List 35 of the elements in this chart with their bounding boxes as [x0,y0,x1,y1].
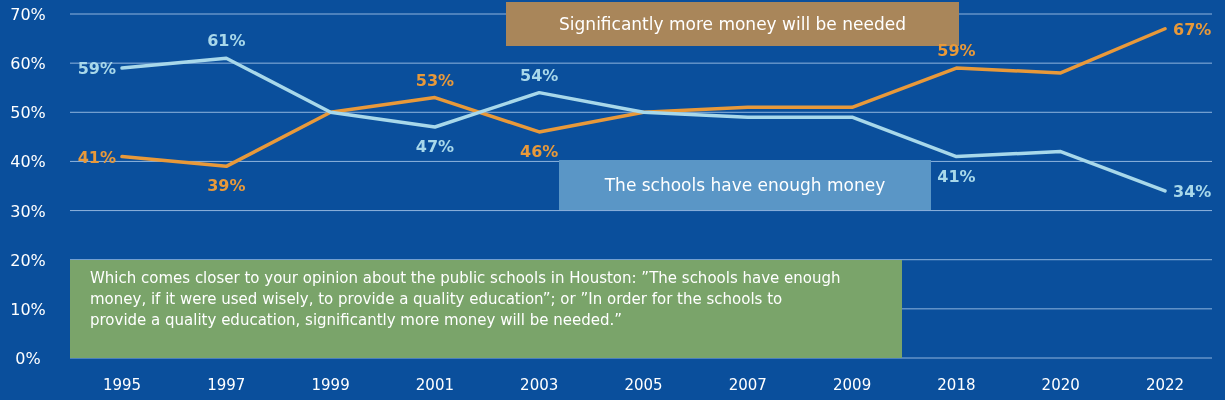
y-tick-label: 10% [10,299,46,319]
data-label: 41% [937,166,976,186]
y-tick-label: 40% [10,152,46,172]
data-label: 67% [1173,19,1212,39]
y-tick-label: 30% [10,201,46,221]
data-label: 41% [77,147,116,167]
x-tick-label: 2018 [937,376,976,394]
data-label: 54% [520,65,559,85]
x-tick-label: 1997 [207,376,246,394]
x-tick-label: 2007 [728,376,767,394]
note-box: Which comes closer to your opinion about the public schools in Houston: ”The schools have enough money, if it were used wisely, to provide a quality education”; or ”In order for the schools to provide a quality education, significantly more money will be needed.” [70,260,902,358]
line-series [120,56,1167,193]
data-label: 34% [1173,181,1212,201]
y-tick-label: 70% [10,5,46,24]
text: The schools have enough money [603,175,886,195]
y-tick-label: 50% [10,103,46,123]
data-label: 39% [207,176,246,196]
x-tick-label: 2001 [415,376,454,394]
x-tick-label: 1999 [311,376,350,394]
annotation: Which comes closer to your opinion about the public schools in Houston: ”The schools have enough money, if it were used wisely, to provide a quality education”; or ”In order for the schools to provide a quality education, significantly more money will be needed.” [89,268,842,331]
data-label: 46% [520,141,559,161]
x-tick-label: 2009 [833,376,872,394]
data-label: 61% [207,31,246,51]
data-label: 59% [77,59,116,79]
x-tick-label: 2003 [520,376,559,394]
x-tick-label: 2020 [1041,376,1080,394]
data-label: 53% [415,70,455,90]
x-tick-label: 1995 [102,376,142,394]
y-tick-label: 20% [10,250,46,270]
y-tick-label: 60% [10,54,46,74]
x-tick-label: 2005 [624,376,663,394]
y-tick-label: 0% [15,349,41,368]
x-tick-label: 2022 [1145,376,1185,394]
data-label: 47% [415,137,455,157]
label-box: The schools have enough money [559,160,931,210]
